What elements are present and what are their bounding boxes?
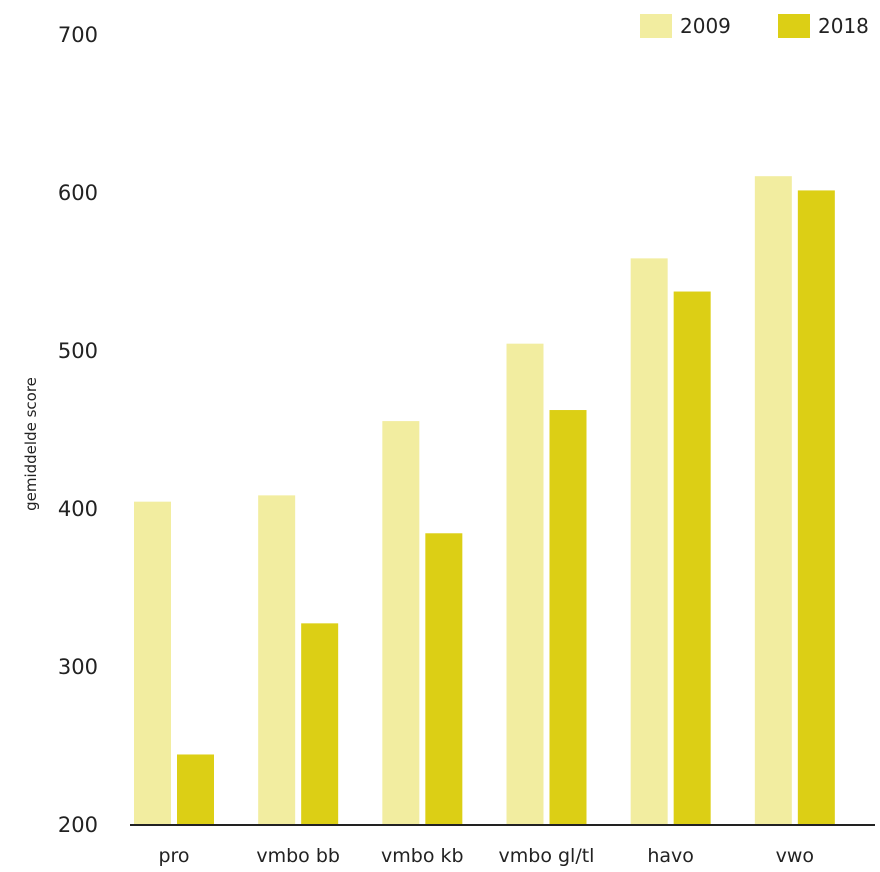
bar-2018-vwo [797,190,835,825]
bar-2018-vmbo-bb [301,623,339,824]
x-tick-label: vwo [776,845,814,867]
legend-label: 2009 [680,14,731,38]
y-tick-label: 400 [58,497,98,521]
x-tick-label: vmbo kb [381,845,464,867]
legend-label: 2018 [818,14,869,38]
y-tick-label: 300 [58,655,98,679]
y-tick-label: 200 [58,813,98,837]
bar-2009-havo [630,258,668,824]
bar-2018-havo [673,291,711,824]
bars [134,176,835,825]
legend-swatch-2018 [778,14,810,38]
bar-2009-pro [134,501,171,824]
bar-2018-vmbo-kb [425,533,463,824]
x-tick-label: vmbo gl/tl [499,845,595,867]
bar-2009-vmbo-bb [258,495,296,824]
bar-2018-vmbo-gl-tl [549,410,587,824]
y-tick-label: 500 [58,339,98,363]
bar-2009-vwo [754,176,792,824]
x-tick-label: vmbo bb [256,845,340,867]
bar-2009-vmbo-kb [382,421,420,824]
legend-swatch-2009 [640,14,672,38]
x-tick-label: pro [158,845,189,867]
bar-2009-vmbo-gl-tl [506,343,544,824]
y-tick-label: 700 [58,23,98,47]
bar-2018-pro [177,754,214,824]
y-tick-label: 600 [58,181,98,205]
legend: 2009 2018 [640,14,869,38]
y-axis-title: gemiddelde score [22,377,40,511]
y-axis: 200 300 400 500 600 700 gemiddelde score [22,23,98,837]
x-axis: pro vmbo bb vmbo kb vmbo gl/tl havo vwo [130,824,875,867]
x-tick-label: havo [647,845,694,867]
